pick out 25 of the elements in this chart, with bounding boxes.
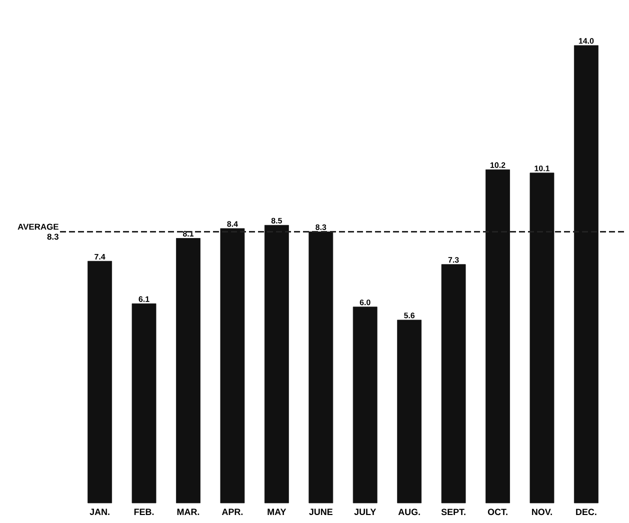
x-tick-label: DEC.: [576, 508, 596, 516]
bar: [486, 169, 510, 504]
x-tick-label: APR.: [222, 508, 243, 515]
bar: [220, 228, 245, 504]
bar: [397, 320, 422, 504]
bar: [88, 260, 112, 504]
bar: [132, 303, 156, 504]
x-tick-label: JAN.: [90, 508, 110, 516]
bar: [574, 45, 598, 504]
x-tick-label: SEPT.: [441, 508, 466, 516]
bar: [352, 306, 378, 504]
x-tick-label: JULY: [354, 508, 376, 516]
ref-line-label: AVERAGE 8.3: [18, 224, 58, 240]
x-tick-label: AUG.: [398, 508, 420, 516]
x-tick-label: OCT.: [488, 508, 508, 516]
bar: [176, 238, 200, 504]
bar: [264, 225, 289, 504]
bar: [441, 264, 466, 504]
x-tick-label: JUNE: [309, 508, 332, 516]
bar: [530, 172, 554, 504]
x-tick-label: MAR.: [177, 508, 200, 515]
x-tick-label: NOV.: [532, 508, 552, 516]
x-tick-label: MAY: [268, 508, 286, 515]
x-tick-label: FEB.: [134, 508, 154, 515]
bar: [308, 232, 334, 504]
